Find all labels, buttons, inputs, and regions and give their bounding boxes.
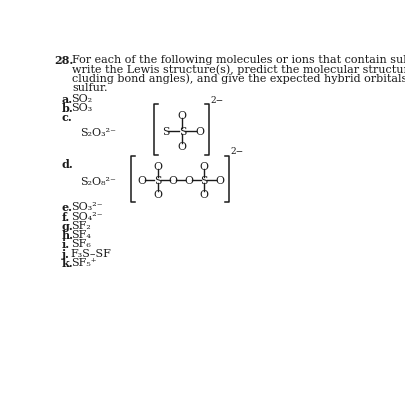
- Text: SO₃: SO₃: [71, 103, 92, 113]
- Text: O: O: [178, 142, 187, 152]
- Text: O: O: [153, 162, 162, 172]
- Text: 2−: 2−: [210, 95, 224, 104]
- Text: k.: k.: [62, 257, 73, 268]
- Text: O: O: [195, 126, 204, 136]
- Text: O: O: [138, 175, 147, 185]
- Text: O: O: [200, 189, 209, 199]
- Text: S: S: [154, 175, 161, 185]
- Text: c.: c.: [62, 111, 72, 122]
- Text: O: O: [200, 162, 209, 172]
- Text: O: O: [184, 175, 193, 185]
- Text: sulfur.: sulfur.: [72, 83, 108, 93]
- Text: SO₃²⁻: SO₃²⁻: [71, 202, 102, 212]
- Text: j.: j.: [62, 248, 69, 259]
- Text: O: O: [215, 175, 224, 185]
- Text: a.: a.: [62, 94, 72, 105]
- Text: For each of the following molecules or ions that contain sulfur,: For each of the following molecules or i…: [72, 55, 405, 65]
- Text: i.: i.: [62, 239, 70, 250]
- Text: f.: f.: [62, 211, 70, 222]
- Text: O: O: [178, 111, 187, 121]
- Text: g.: g.: [62, 220, 73, 231]
- Text: e.: e.: [62, 202, 72, 213]
- Text: S: S: [200, 175, 208, 185]
- Text: SF₆: SF₆: [71, 239, 91, 249]
- Text: cluding bond angles), and give the expected hybrid orbitals for: cluding bond angles), and give the expec…: [72, 74, 405, 84]
- Text: SO₂: SO₂: [71, 94, 92, 103]
- Text: S₂O₃²⁻: S₂O₃²⁻: [80, 128, 116, 137]
- Text: b.: b.: [62, 103, 73, 114]
- Text: d.: d.: [62, 159, 73, 170]
- Text: O: O: [153, 189, 162, 199]
- Text: O: O: [168, 175, 177, 185]
- Text: 2−: 2−: [230, 147, 243, 156]
- Text: F₃S–SF: F₃S–SF: [71, 248, 112, 258]
- Text: 28.: 28.: [55, 55, 74, 66]
- Text: S₂O₈²⁻: S₂O₈²⁻: [80, 177, 116, 187]
- Text: S: S: [179, 126, 186, 136]
- Text: h.: h.: [62, 229, 73, 240]
- Text: SO₄²⁻: SO₄²⁻: [71, 211, 102, 221]
- Text: write the Lewis structure(s), predict the molecular structure (in-: write the Lewis structure(s), predict th…: [72, 65, 405, 75]
- Text: S: S: [162, 126, 169, 136]
- Text: SF₅⁺: SF₅⁺: [71, 257, 96, 267]
- Text: SF₂: SF₂: [71, 220, 91, 230]
- Text: SF₄: SF₄: [71, 229, 91, 240]
